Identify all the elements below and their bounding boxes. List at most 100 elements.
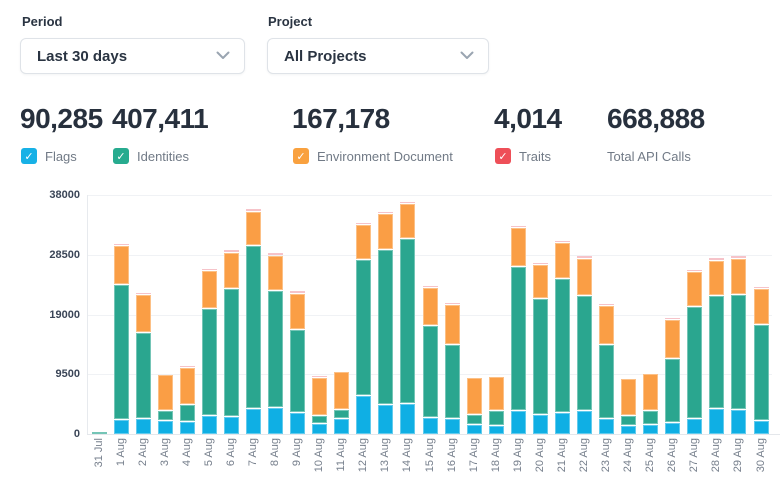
identities-segment bbox=[577, 295, 592, 410]
identities-segment bbox=[400, 239, 416, 403]
flags-segment bbox=[577, 411, 592, 434]
y-axis-tick-label: 9500 bbox=[55, 368, 80, 381]
bar-5-aug bbox=[201, 268, 217, 434]
flags-segment bbox=[599, 418, 614, 434]
flags-checkbox[interactable]: ✓ bbox=[21, 148, 37, 164]
flags-segment bbox=[753, 421, 769, 434]
environment-document-segment bbox=[599, 306, 614, 344]
environment-document-segment bbox=[510, 227, 526, 267]
api-calls-legend: Total API Calls bbox=[607, 147, 691, 165]
identities-segment bbox=[179, 405, 195, 421]
flags-total: 90,285 bbox=[20, 103, 103, 134]
identities-segment bbox=[444, 344, 460, 418]
flags-segment bbox=[554, 412, 570, 434]
traits-segment bbox=[665, 318, 681, 320]
bar-8-aug bbox=[268, 253, 283, 434]
traits-segment bbox=[179, 366, 195, 368]
period-label: Period bbox=[22, 14, 63, 29]
bar-22-aug bbox=[577, 256, 592, 434]
environment-document-segment bbox=[334, 371, 350, 410]
flags-segment bbox=[334, 419, 350, 434]
period-dropdown[interactable]: Last 30 days bbox=[20, 38, 245, 74]
traits-segment bbox=[577, 256, 592, 258]
y-axis-line bbox=[87, 195, 88, 434]
api-calls-total: 668,888 bbox=[607, 103, 705, 134]
chevron-down-icon bbox=[216, 47, 230, 65]
identities-segment bbox=[709, 296, 725, 409]
identities-segment bbox=[334, 410, 350, 419]
x-axis-tick-label: 30 Aug bbox=[754, 438, 767, 473]
bar-19-aug bbox=[510, 225, 526, 434]
environment-document-segment bbox=[157, 374, 173, 410]
project-value: All Projects bbox=[284, 47, 367, 65]
traits-segment bbox=[709, 257, 725, 260]
environment-document-segment bbox=[577, 258, 592, 295]
bar-17-aug bbox=[466, 378, 482, 434]
identities-checkbox[interactable]: ✓ bbox=[113, 148, 129, 164]
environment-document-segment bbox=[753, 289, 769, 324]
environment-document-segment bbox=[488, 377, 504, 410]
environment-document-segment bbox=[444, 305, 460, 344]
traits-segment bbox=[687, 270, 703, 272]
bar-12-aug bbox=[356, 223, 372, 434]
environment-document-segment bbox=[356, 225, 372, 259]
environment-document-segment bbox=[378, 213, 394, 249]
bar-31-jul bbox=[91, 432, 107, 434]
identities-segment bbox=[665, 359, 681, 422]
env-document-checkbox[interactable]: ✓ bbox=[293, 148, 309, 164]
identities-segment bbox=[113, 285, 129, 419]
identities-segment bbox=[643, 411, 659, 425]
project-dropdown[interactable]: All Projects bbox=[267, 38, 489, 74]
traits-segment bbox=[290, 291, 306, 293]
api-calls-label: Total API Calls bbox=[607, 148, 691, 164]
bar-10-aug bbox=[312, 375, 328, 434]
y-axis-tick-label: 28500 bbox=[49, 248, 80, 261]
traits-segment bbox=[201, 268, 217, 270]
bar-26-aug bbox=[665, 318, 681, 434]
flags-segment bbox=[179, 422, 195, 434]
env-document-label: Environment Document bbox=[317, 148, 453, 164]
flags-segment bbox=[444, 418, 460, 434]
env-document-total: 167,178 bbox=[292, 103, 390, 134]
identities-segment bbox=[422, 326, 438, 417]
traits-segment bbox=[554, 241, 570, 243]
bar-28-aug bbox=[709, 257, 725, 434]
flags-segment bbox=[709, 409, 725, 434]
flags-segment bbox=[356, 395, 372, 434]
identities-segment bbox=[731, 294, 747, 410]
flags-legend: ✓ Flags bbox=[21, 147, 77, 165]
environment-document-segment bbox=[554, 243, 570, 279]
flags-segment bbox=[201, 415, 217, 434]
flags-segment bbox=[223, 417, 239, 434]
flags-segment bbox=[643, 425, 659, 434]
traits-segment bbox=[510, 225, 526, 227]
bar-4-aug bbox=[179, 366, 195, 434]
traits-segment bbox=[753, 287, 769, 289]
identities-segment bbox=[554, 279, 570, 412]
flags-segment bbox=[157, 421, 173, 434]
x-axis-line bbox=[87, 434, 780, 435]
environment-document-segment bbox=[422, 287, 438, 326]
bar-18-aug bbox=[488, 377, 504, 434]
bar-7-aug bbox=[246, 209, 261, 434]
gridline bbox=[88, 195, 772, 196]
bar-6-aug bbox=[223, 250, 239, 434]
environment-document-segment bbox=[290, 293, 306, 329]
identities-segment bbox=[621, 415, 637, 425]
flags-segment bbox=[731, 410, 747, 434]
environment-document-segment bbox=[179, 368, 195, 404]
traits-segment bbox=[113, 244, 129, 246]
bar-16-aug bbox=[444, 303, 460, 434]
bar-14-aug bbox=[400, 201, 416, 434]
flags-segment bbox=[290, 413, 306, 434]
traits-checkbox[interactable]: ✓ bbox=[495, 148, 511, 164]
bar-15-aug bbox=[422, 285, 438, 434]
bar-27-aug bbox=[687, 270, 703, 434]
bar-24-aug bbox=[621, 378, 637, 434]
bar-3-aug bbox=[157, 374, 173, 434]
environment-document-segment bbox=[135, 295, 151, 333]
traits-segment bbox=[731, 256, 747, 258]
identities-segment bbox=[488, 411, 504, 425]
